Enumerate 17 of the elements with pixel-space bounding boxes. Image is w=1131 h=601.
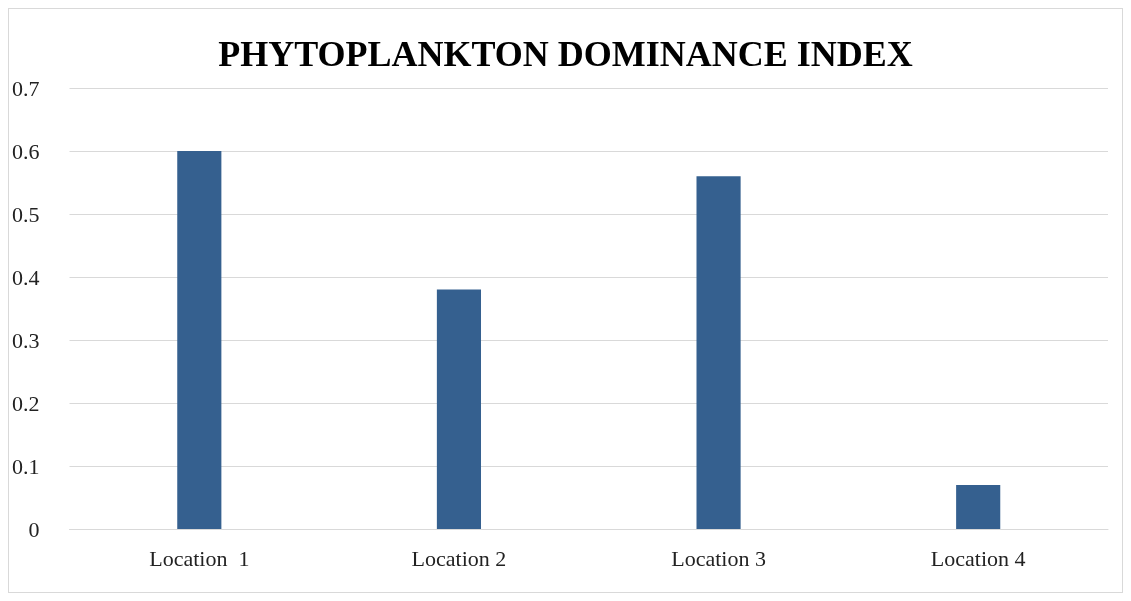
bar xyxy=(436,289,482,529)
y-tick-label: 0.1 xyxy=(12,453,40,479)
x-tick-label: Location 4 xyxy=(930,545,1026,571)
y-tick-label: 0.2 xyxy=(12,390,40,416)
y-tick-label: 0.7 xyxy=(12,75,40,101)
bar xyxy=(177,151,222,529)
x-tick-label: Location 3 xyxy=(671,545,766,571)
bar xyxy=(696,176,741,529)
y-tick-label: 0.4 xyxy=(12,264,40,290)
y-tick-label: 0 xyxy=(28,516,40,542)
chart-title: PHYTOPLANKTON DOMINANCE INDEX xyxy=(218,34,913,74)
y-tick-label: 0.5 xyxy=(12,201,40,227)
x-tick-label: Location 1 xyxy=(149,545,250,571)
y-tick-label: 0.3 xyxy=(12,327,40,353)
bar xyxy=(956,484,1001,529)
y-tick-label: 0.6 xyxy=(12,138,40,164)
x-tick-label: Location 2 xyxy=(411,545,507,571)
